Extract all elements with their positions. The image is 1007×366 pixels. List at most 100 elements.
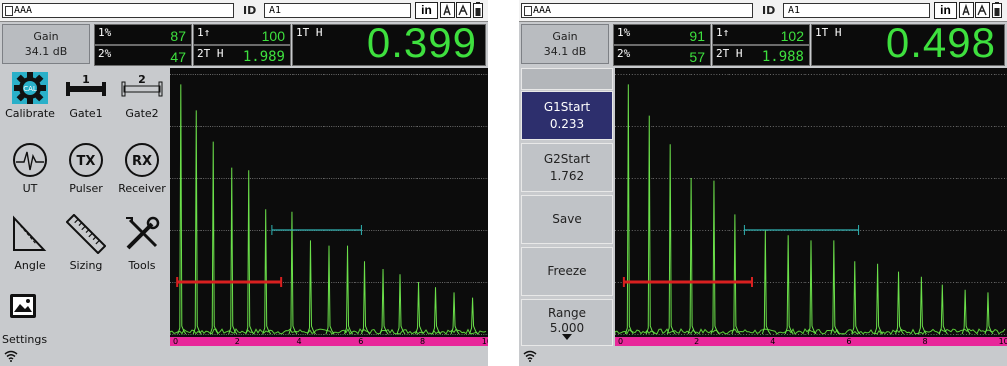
grid-dot <box>170 178 171 179</box>
grid-dot <box>689 126 691 127</box>
grid-dot <box>435 282 437 283</box>
grid-dot <box>456 178 458 179</box>
grid-dot <box>435 178 437 179</box>
grid-dot <box>351 282 353 283</box>
file-name-field[interactable]: AAA <box>2 3 234 18</box>
grid-dot <box>778 126 780 127</box>
grid-dot <box>289 74 291 75</box>
grid-dot <box>478 230 480 231</box>
grid-dot <box>300 126 302 127</box>
grid-dot <box>192 230 194 231</box>
grid-dot <box>887 178 889 179</box>
grid-dot <box>930 126 932 127</box>
grid-dot <box>919 230 921 231</box>
grid-dot <box>302 282 304 283</box>
grid-dot <box>740 230 742 231</box>
grid-dot <box>477 282 479 283</box>
grid-dot <box>252 74 254 75</box>
g2start-button[interactable]: G2Start 1.762 <box>521 143 613 192</box>
grid-dot <box>428 282 430 283</box>
grid-dot <box>188 334 190 335</box>
grid-dot <box>767 178 769 179</box>
grid-dot <box>435 126 437 127</box>
grid-dot <box>827 282 829 283</box>
grid-dot <box>285 282 287 283</box>
grid-dot <box>320 334 322 335</box>
grid-dot <box>658 74 660 75</box>
grid-dot <box>337 178 339 179</box>
grid-dot <box>230 126 232 127</box>
id-field[interactable]: A1 <box>264 3 411 18</box>
grid-dot <box>276 178 278 179</box>
grid-dot <box>854 74 856 75</box>
grid-dot <box>371 178 373 179</box>
axis-tick-label: 0 <box>618 337 624 346</box>
grid-dot <box>953 178 955 179</box>
grid-dot <box>351 126 353 127</box>
menu-pulser[interactable]: TX Pulser <box>58 140 114 195</box>
grid-dot <box>271 334 273 335</box>
grid-dot <box>413 334 415 335</box>
menu-label: Calibrate <box>5 107 55 120</box>
grid-dot <box>326 126 328 127</box>
grid-dot <box>267 178 269 179</box>
grid-dot <box>833 334 835 335</box>
grid-dot <box>377 74 379 75</box>
g1start-button[interactable]: G1Start 0.233 <box>521 91 613 140</box>
grid-dot <box>395 178 397 179</box>
grid-dot <box>483 230 485 231</box>
grid-dot <box>203 334 205 335</box>
readout-peak1: 1↑ 102 <box>712 24 810 45</box>
grid-dot <box>637 178 639 179</box>
grid-dot <box>772 126 774 127</box>
grid-dot <box>841 334 843 335</box>
grid-dot <box>895 74 897 75</box>
menu-angle[interactable]: Angle <box>2 214 58 272</box>
grid-dot <box>941 282 943 283</box>
id-field[interactable]: A1 <box>783 3 930 18</box>
grid-dot <box>183 230 185 231</box>
grid-dot <box>740 334 742 335</box>
echo-peak <box>895 271 904 335</box>
menu-receiver[interactable]: RX Receiver <box>114 140 170 195</box>
grid-dot <box>903 178 905 179</box>
grid-dot <box>784 334 786 335</box>
grid-dot <box>982 74 984 75</box>
grid-dot <box>868 74 870 75</box>
menu-calibrate[interactable]: CAL Calibrate <box>2 70 58 120</box>
svg-text:1: 1 <box>82 73 90 86</box>
grid-dot <box>898 178 900 179</box>
gain-display[interactable]: Gain 34.1 dB <box>521 24 609 64</box>
grid-dot <box>423 126 425 127</box>
gain-display[interactable]: Gain 34.1 dB <box>2 24 90 64</box>
grid-dot <box>439 282 441 283</box>
menu-settings[interactable]: Settings <box>2 290 58 346</box>
grid-dot <box>192 74 194 75</box>
menu-sizing[interactable]: Sizing <box>58 214 114 272</box>
grid-dot <box>631 74 633 75</box>
grid-dot <box>822 74 824 75</box>
freeze-button[interactable]: Freeze <box>521 247 613 296</box>
menu-gate1[interactable]: 1 Gate1 <box>58 70 114 120</box>
grid-dot <box>340 334 342 335</box>
menu-ut[interactable]: UT <box>2 140 58 195</box>
grid-dot <box>617 178 619 179</box>
range-button[interactable]: Range 5.000 <box>521 299 613 346</box>
file-name-field[interactable]: AAA <box>521 3 753 18</box>
grid-dot <box>765 74 767 75</box>
menu-tools[interactable]: Tools <box>114 214 170 272</box>
save-button[interactable]: Save <box>521 195 613 244</box>
readout-thickness2: 2T H 1.989 <box>193 45 291 66</box>
wifi-icon <box>523 350 537 362</box>
grid-dot <box>620 334 622 335</box>
grid-dot <box>892 178 894 179</box>
grid-dot <box>655 178 657 179</box>
grid-dot <box>388 334 390 335</box>
menu-gate2[interactable]: 2 Gate2 <box>114 70 170 120</box>
grid-dot <box>236 230 238 231</box>
grid-dot <box>822 178 824 179</box>
grid-dot <box>792 178 794 179</box>
grid-dot <box>269 126 271 127</box>
